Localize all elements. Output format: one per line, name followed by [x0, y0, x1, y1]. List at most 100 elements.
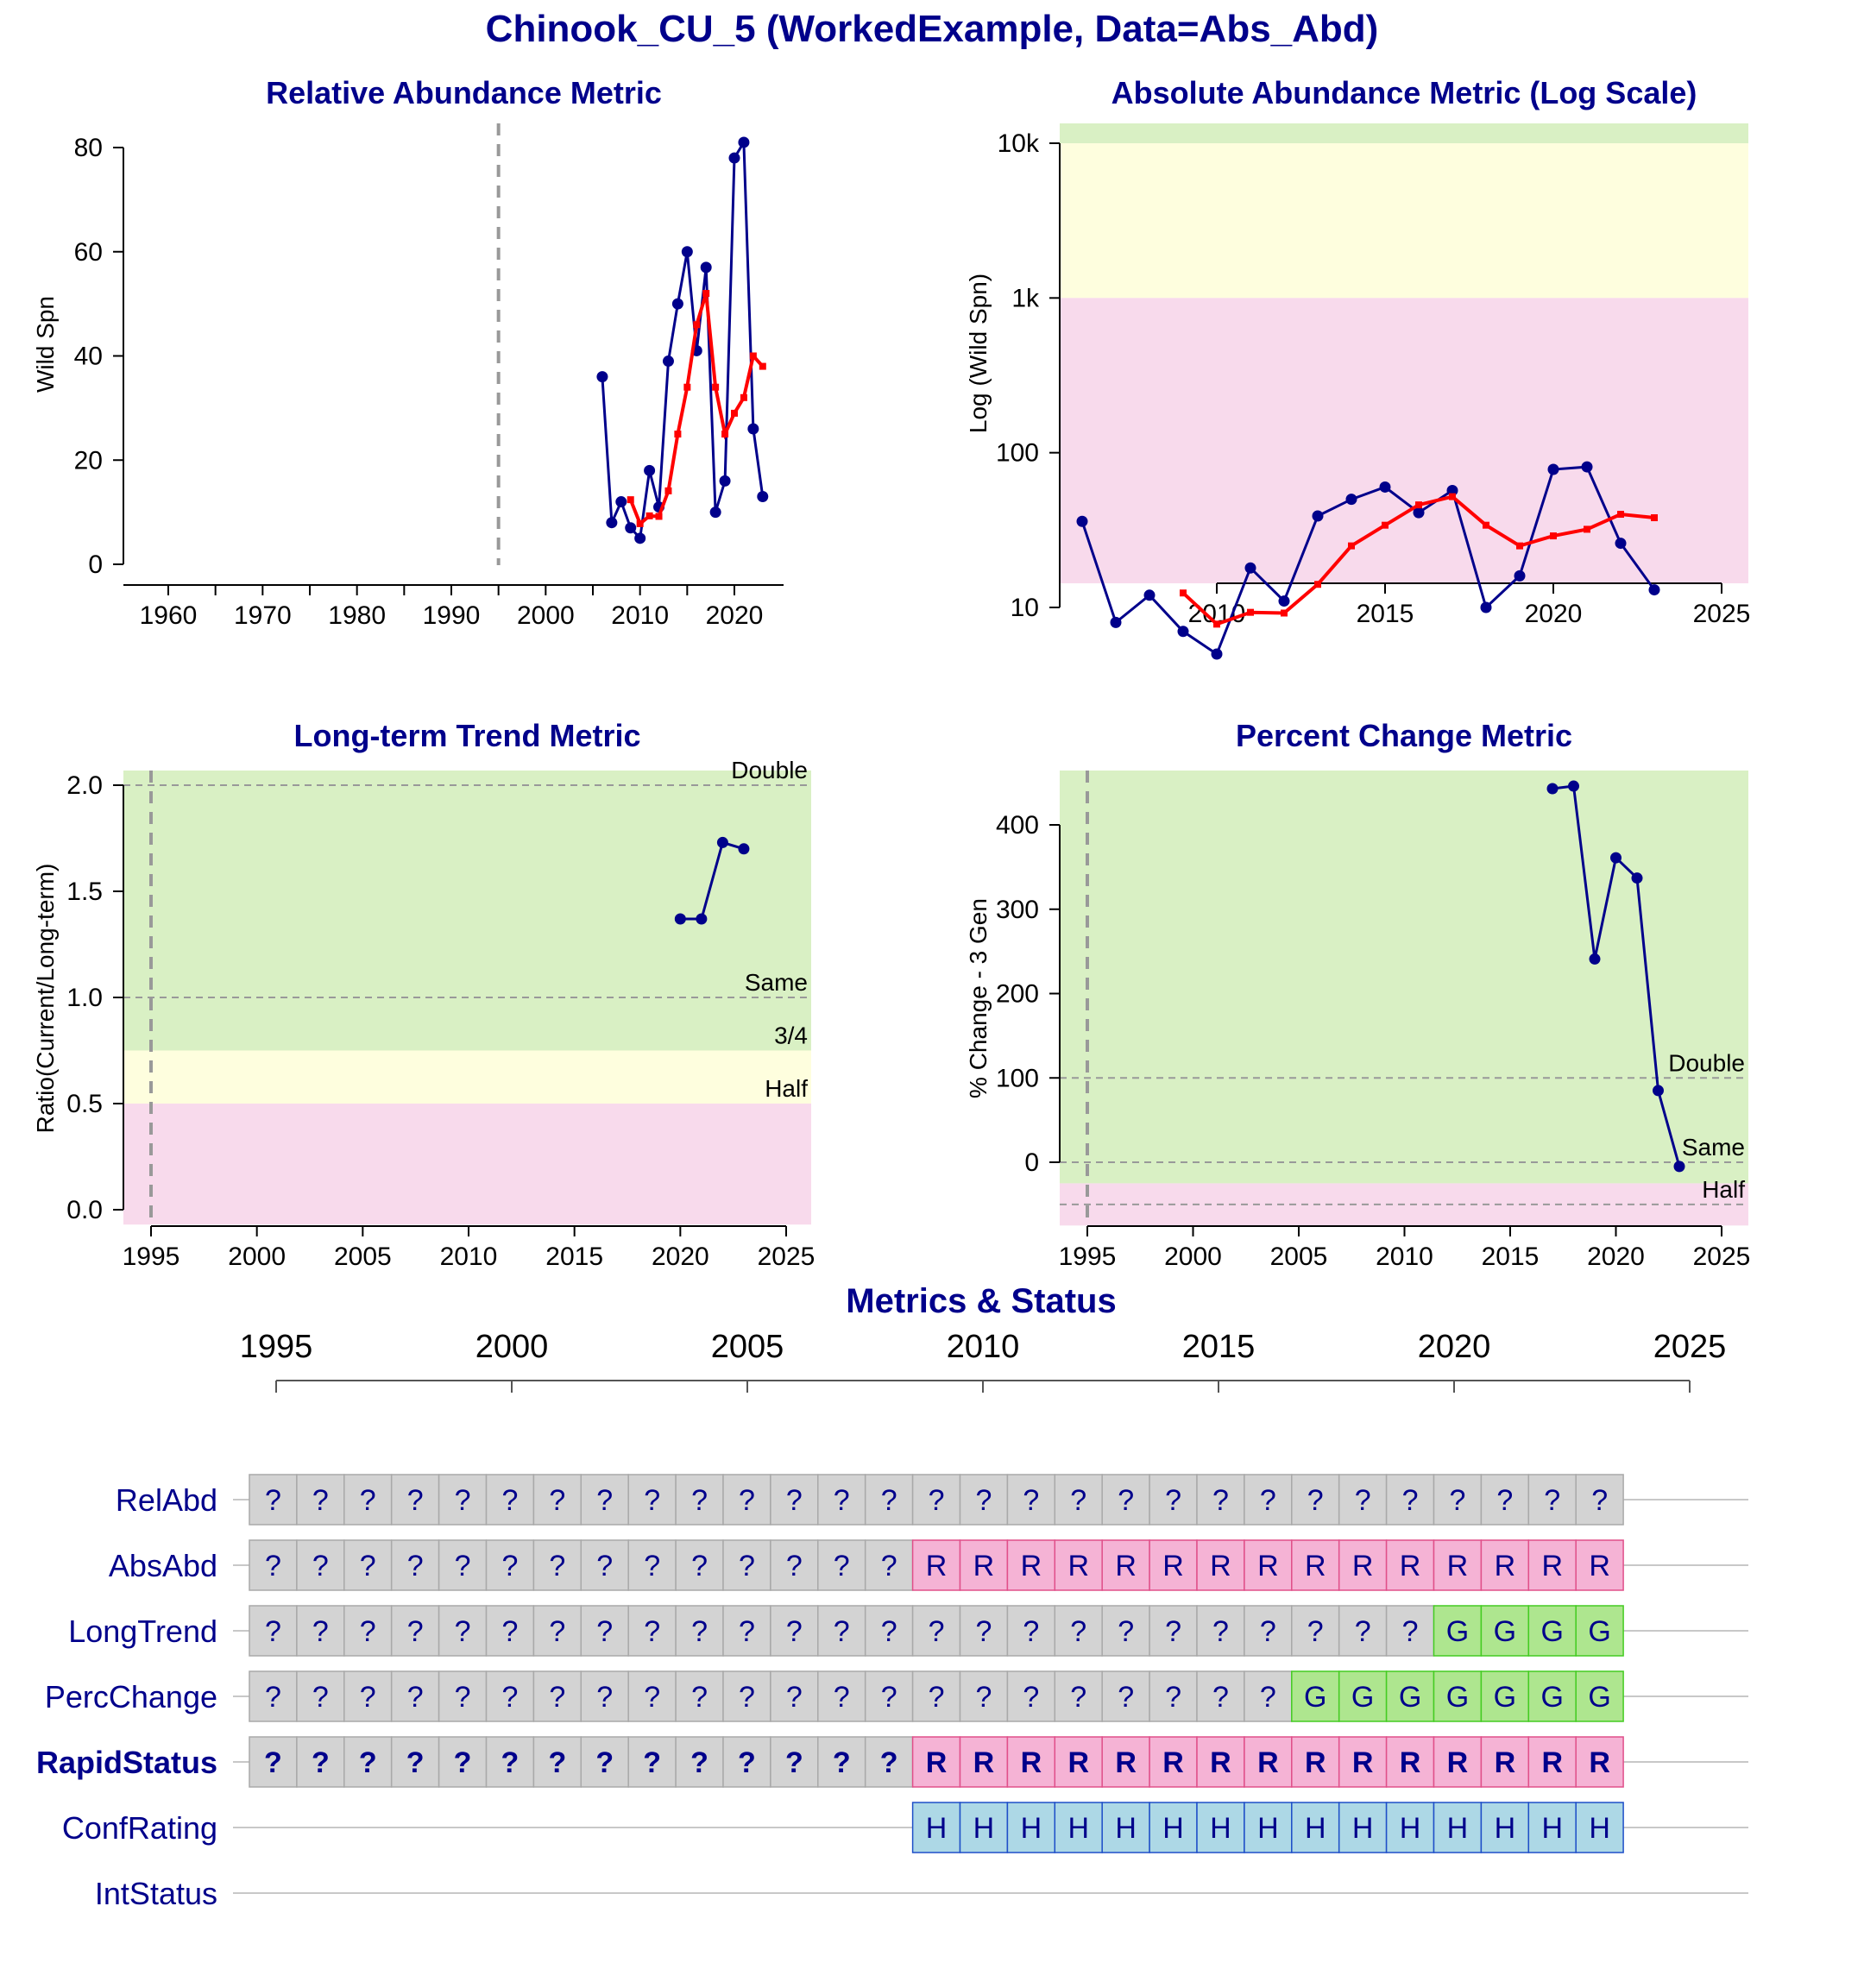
- status-row-label: RelAbd: [116, 1482, 217, 1518]
- data-point: [1076, 515, 1088, 527]
- status-cell: [1006, 1736, 1056, 1788]
- status-cell-value: ?: [1165, 1484, 1181, 1517]
- status-cell: [1433, 1539, 1483, 1591]
- data-point: [738, 136, 750, 148]
- status-cell-value: ?: [644, 1681, 660, 1714]
- y-tick-label: 60: [74, 238, 103, 267]
- status-cell-value: ?: [312, 1681, 329, 1714]
- data-point: [759, 362, 766, 370]
- data-point: [1653, 1085, 1664, 1097]
- chart-title: Absolute Abundance Metric (Log Scale): [1111, 75, 1697, 110]
- data-point: [728, 152, 740, 164]
- status-cell-value: ?: [691, 1550, 708, 1582]
- status-cell: [864, 1670, 914, 1722]
- status-cell-value: ?: [880, 1746, 898, 1779]
- data-point: [1651, 514, 1658, 522]
- y-axis-label: Wild Spn: [32, 296, 59, 393]
- status-cell-value: ?: [881, 1615, 897, 1648]
- data-point: [1449, 493, 1456, 500]
- x-tick-label: 2015: [1482, 1242, 1540, 1271]
- status-cell-value: ?: [407, 1681, 424, 1714]
- x-tick-label: 2010: [1376, 1242, 1433, 1271]
- status-cell-value: R: [1210, 1746, 1231, 1779]
- status-cell: [1385, 1539, 1435, 1591]
- status-cell-value: H: [973, 1812, 995, 1845]
- status-cell: [1480, 1539, 1530, 1591]
- status-cell: [343, 1474, 393, 1526]
- status-cell: [1054, 1736, 1103, 1788]
- ref-line-label: Same: [1682, 1134, 1745, 1161]
- status-cell-value: ?: [1118, 1484, 1134, 1517]
- status-cell-value: R: [1495, 1746, 1516, 1779]
- status-cell: [959, 1802, 1009, 1853]
- status-cell-value: H: [1495, 1812, 1516, 1845]
- status-cell: [864, 1474, 914, 1526]
- status-cell-value: ?: [312, 1550, 329, 1582]
- status-cell-value: R: [1162, 1550, 1184, 1582]
- status-row-absabd: AbsAbd?????????????? R R R R R R R R R R R R R R R: [109, 1539, 1748, 1591]
- data-point: [749, 352, 757, 360]
- y-tick-label: 20: [74, 446, 103, 475]
- status-cell-value: H: [1115, 1812, 1137, 1845]
- status-cell: [249, 1474, 298, 1526]
- status-cell-value: R: [1495, 1550, 1516, 1582]
- status-cell: [911, 1670, 961, 1722]
- y-axis-label: % Change - 3 Gen: [965, 898, 992, 1098]
- status-cell: [1101, 1474, 1150, 1526]
- status-cell: [296, 1670, 345, 1722]
- ref-line-label: Double: [1668, 1049, 1745, 1076]
- zone-red: [1060, 298, 1748, 583]
- status-cell-value: ?: [881, 1681, 897, 1714]
- status-row-label: RapidStatus: [36, 1745, 217, 1780]
- data-point: [1247, 608, 1254, 616]
- status-cell: [1291, 1539, 1340, 1591]
- status-cell-value: ?: [1212, 1484, 1229, 1517]
- status-cell: [296, 1539, 345, 1591]
- status-cell-value: ?: [264, 1746, 282, 1779]
- status-cell-value: R: [1400, 1746, 1421, 1779]
- status-cell: [959, 1670, 1009, 1722]
- status-cell-value: G: [1494, 1615, 1516, 1648]
- status-cell-value: H: [1589, 1812, 1610, 1845]
- status-cell-value: R: [1021, 1746, 1042, 1779]
- data-point: [1546, 783, 1559, 795]
- status-cell: [770, 1736, 819, 1788]
- status-cell-value: H: [1447, 1812, 1469, 1845]
- status-cell-value: ?: [1591, 1484, 1608, 1517]
- ref-line-label: Half: [765, 1075, 808, 1102]
- data-point: [1379, 481, 1391, 493]
- data-point: [674, 431, 682, 438]
- status-year-label: 2010: [947, 1329, 1020, 1365]
- x-tick-label: 1960: [140, 601, 198, 630]
- status-cell: [770, 1605, 819, 1657]
- y-tick-label: 1.0: [66, 984, 103, 1012]
- data-point: [1617, 511, 1624, 519]
- data-point: [712, 383, 720, 391]
- status-cell-value: R: [1257, 1550, 1279, 1582]
- status-cell: [1575, 1670, 1624, 1722]
- status-cell-value: ?: [644, 1615, 660, 1648]
- status-cell: [1575, 1605, 1624, 1657]
- status-cell: [1291, 1474, 1340, 1526]
- status-cell-value: ?: [1165, 1615, 1181, 1648]
- status-cell-value: ?: [455, 1550, 471, 1582]
- data-point: [693, 321, 701, 329]
- status-cell-value: R: [1352, 1550, 1374, 1582]
- status-cell-value: ?: [834, 1484, 850, 1517]
- status-cell: [911, 1802, 961, 1853]
- status-cell: [864, 1605, 914, 1657]
- status-cell: [580, 1670, 629, 1722]
- y-tick-label: 0: [1024, 1148, 1039, 1177]
- status-cell: [1480, 1670, 1530, 1722]
- status-cell: [249, 1670, 298, 1722]
- status-cell: [1385, 1605, 1435, 1657]
- status-cell-value: ?: [1307, 1615, 1324, 1648]
- status-cell-value: R: [1162, 1746, 1184, 1779]
- data-point: [1314, 581, 1321, 588]
- y-tick-label: 40: [74, 343, 103, 371]
- status-cell-value: ?: [360, 1550, 376, 1582]
- data-point: [627, 496, 634, 504]
- status-cell: [532, 1736, 582, 1788]
